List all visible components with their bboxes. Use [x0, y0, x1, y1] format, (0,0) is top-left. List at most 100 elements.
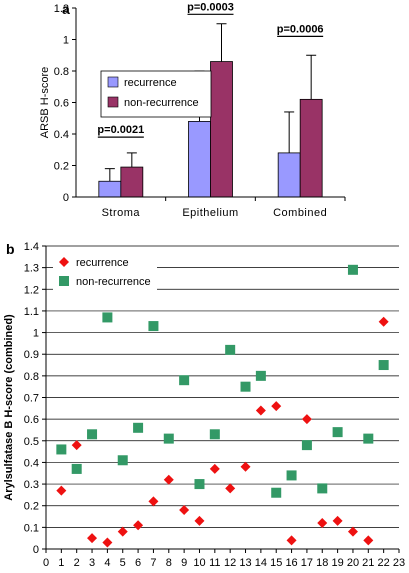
panel-a-y-tick-label: 1 — [63, 35, 69, 47]
panel-b-y-tick-label: 0 — [33, 544, 39, 556]
panel-b-legend: recurrence non-recurrence — [53, 252, 157, 292]
point-non-recurrence — [56, 444, 67, 455]
panel-b-y-tick-label: 1.1 — [24, 306, 39, 318]
panel-b-y-tick-label: 0.4 — [24, 457, 39, 469]
legend-label-recurrence: recurrence — [124, 77, 177, 89]
point-recurrence — [317, 518, 328, 529]
panel-b-y-tick-label: 1.3 — [24, 263, 39, 275]
panel-b-letter: b — [6, 241, 15, 257]
panel-b-scatter-chart: b 0 0.1 0.2 0.3 0.4 0.5 0.6 0.7 0.8 0.9 1 1.1 1.2 1.3… — [3, 241, 405, 569]
panel-b-x-tick-label: 11 — [209, 557, 220, 569]
panel-a-y-tick-label: 0.4 — [54, 129, 69, 141]
panel-b-x-tick-label: 19 — [331, 557, 343, 569]
point-recurrence — [163, 474, 174, 485]
panel-b-y-tick-label: 1.2 — [24, 284, 39, 296]
point-recurrence — [179, 505, 190, 516]
point-non-recurrence — [347, 264, 358, 275]
point-non-recurrence — [163, 433, 174, 444]
panel-b-points — [56, 264, 389, 548]
panel-b-x-tick-label: 16 — [285, 557, 297, 569]
panel-a-category-labels: Stroma Epithelium Combined — [102, 197, 346, 219]
legend-label-b-recurrence: recurrence — [76, 257, 129, 269]
panel-b-x-tick-label: 2 — [74, 557, 80, 569]
panel-b-x-tick-label: 21 — [362, 557, 374, 569]
point-recurrence — [286, 535, 297, 546]
panel-a-y-ticks: 0 0.2 0.4 0.6 0.8 1 1.2 — [54, 3, 76, 204]
panel-b-y-tick-label: 0.7 — [24, 393, 39, 405]
panel-b-x-tick-label: 15 — [270, 557, 282, 569]
panel-a-category-label: Stroma — [102, 207, 141, 219]
panel-b-x-tick-label: 3 — [89, 557, 95, 569]
legend-marker-non-recurrence — [59, 276, 69, 286]
panel-b-x-tick-label: 14 — [255, 557, 267, 569]
point-recurrence — [301, 414, 312, 425]
panel-a-legend: recurrence non-recurrence — [100, 70, 212, 118]
point-non-recurrence — [102, 312, 113, 323]
panel-a-y-tick-label: 0 — [63, 192, 69, 204]
panel-b-x-tick-label: 5 — [120, 557, 126, 569]
panel-b-x-tick-label: 18 — [316, 557, 328, 569]
panel-b-x-tick-label: 12 — [224, 557, 236, 569]
bar-recurrence-stroma — [98, 180, 122, 198]
point-non-recurrence — [317, 483, 328, 494]
panel-a-bars — [98, 61, 323, 198]
point-non-recurrence — [148, 321, 159, 332]
point-non-recurrence — [87, 429, 98, 440]
panel-a-legend-box — [100, 70, 212, 118]
panel-b-y-tick-label: 0.6 — [24, 414, 39, 426]
panel-b-x-tick-label: 0 — [43, 557, 49, 569]
bar-non-recurrence-epithelium — [210, 61, 233, 198]
panel-b-x-tick-label: 23 — [393, 557, 405, 569]
point-non-recurrence — [71, 463, 82, 474]
point-non-recurrence — [240, 381, 251, 392]
bar-recurrence-combined — [277, 152, 301, 198]
point-recurrence — [71, 440, 82, 451]
legend-marker-recurrence — [59, 257, 69, 267]
p-value-label: p=0.0021 — [97, 124, 144, 136]
point-recurrence — [56, 485, 67, 496]
panel-b-x-tick-label: 17 — [301, 557, 313, 569]
panel-b-x-ticks: 0 1 2 3 4 5 6 7 8 9 10 11 12 13 14 15 16 17 18 19 20 21 22 23 — [43, 549, 405, 569]
panel-b-y-tick-label: 0.9 — [24, 349, 39, 361]
point-recurrence — [332, 515, 343, 526]
point-recurrence — [225, 483, 236, 494]
legend-label-non-recurrence: non-recurrence — [124, 97, 199, 109]
point-non-recurrence — [179, 375, 190, 386]
panel-b-y-tick-label: 1 — [33, 328, 39, 340]
panel-a-y-tick-label: 1.2 — [54, 3, 69, 15]
panel-a-category-label: Combined — [273, 207, 327, 219]
panel-b-x-tick-label: 1 — [58, 557, 64, 569]
point-non-recurrence — [194, 479, 205, 490]
panel-a-bar-chart: a 00.20.40.60.811.2 p=0.0021p=0.0003p=0.… — [39, 1, 346, 219]
point-recurrence — [133, 520, 144, 531]
panel-b-y-tick-label: 0.1 — [24, 522, 39, 534]
point-recurrence — [87, 533, 98, 544]
panel-a-y-tick-label: 0.2 — [54, 161, 69, 173]
point-recurrence — [271, 401, 282, 412]
point-recurrence — [148, 496, 159, 507]
point-recurrence — [378, 316, 389, 327]
panel-a-y-tick-label: 0.6 — [54, 98, 69, 110]
point-recurrence — [194, 515, 205, 526]
point-recurrence — [255, 405, 266, 416]
p-value-label: p=0.0006 — [277, 23, 324, 35]
panel-b-x-tick-label: 9 — [181, 557, 187, 569]
panel-b-y-tick-label: 0.2 — [24, 501, 39, 513]
panel-b-y-tick-label: 1.4 — [24, 241, 39, 253]
point-recurrence — [102, 537, 113, 548]
panel-a-y-axis-label: ARSB H-score — [39, 67, 51, 139]
bar-non-recurrence-combined — [299, 98, 323, 198]
panel-b-y-ticks: 0 0.1 0.2 0.3 0.4 0.5 0.6 0.7 0.8 0.9 1 1.1 1.2 1.3 1.… — [24, 241, 46, 556]
panel-a-letter: a — [62, 1, 70, 17]
legend-swatch-recurrence — [107, 76, 119, 88]
panel-b-y-axis-label: Arylsulfatase B H-score (combined) — [3, 314, 15, 501]
point-non-recurrence — [378, 360, 389, 371]
panel-a-significance-brackets: p=0.0021 p=0.0003 p=0.0006 — [97, 1, 324, 138]
point-non-recurrence — [117, 455, 128, 466]
point-non-recurrence — [255, 370, 266, 381]
point-recurrence — [347, 526, 358, 537]
point-non-recurrence — [332, 427, 343, 438]
point-recurrence — [117, 526, 128, 537]
point-non-recurrence — [271, 487, 282, 498]
